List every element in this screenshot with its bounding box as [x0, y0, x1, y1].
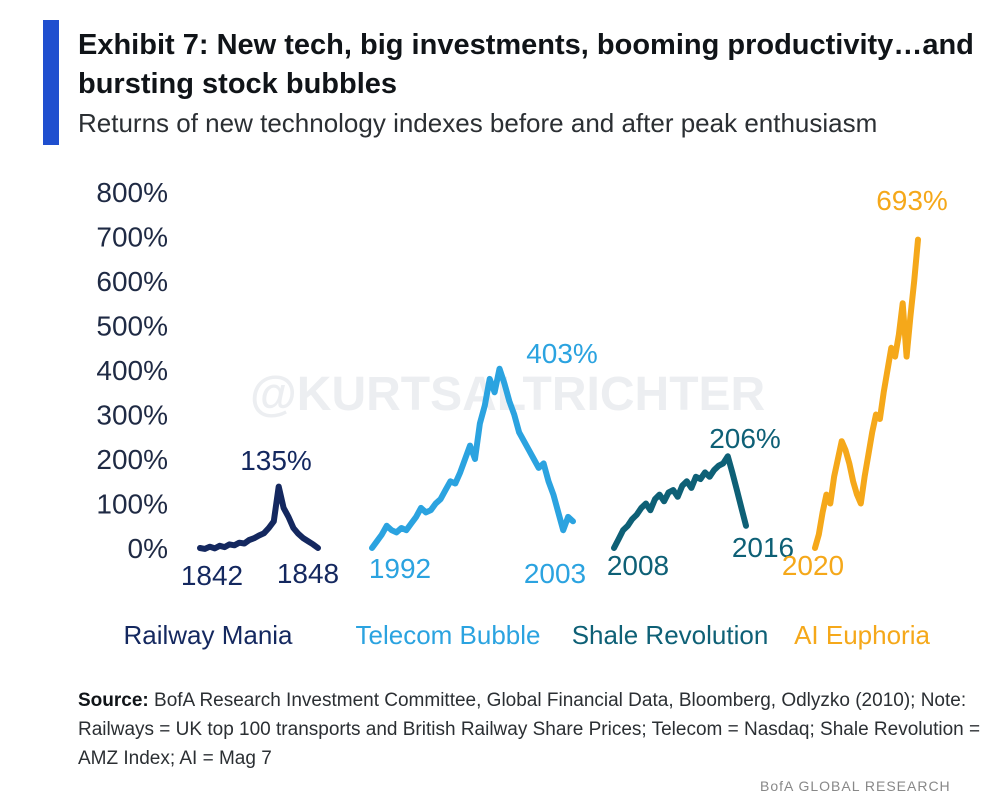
- end-year-label: 2003: [524, 558, 586, 589]
- source-text: BofA Research Investment Committee, Glob…: [78, 690, 981, 769]
- series-line-shale-revolution: [611, 453, 749, 551]
- source-label: Source:: [78, 690, 149, 711]
- series-line-ai-euphoria: [812, 236, 921, 551]
- chart-title: Exhibit 7: New tech, big investments, bo…: [78, 29, 974, 100]
- series-line-telecom-bubble: [369, 365, 576, 551]
- y-tick-label: 600%: [96, 266, 168, 297]
- start-year-label: 2008: [607, 550, 669, 581]
- start-year-label: 1842: [181, 560, 243, 591]
- peak-label: 403%: [526, 338, 598, 369]
- peak-label: 693%: [876, 185, 948, 216]
- footer-brand: BofA GLOBAL RESEARCH: [760, 778, 951, 794]
- y-tick-label: 0%: [128, 533, 168, 564]
- series-lines: [197, 236, 921, 552]
- end-year-label: 2016: [732, 532, 794, 563]
- start-year-label: 2020: [782, 550, 844, 581]
- start-year-label: 1992: [369, 553, 431, 584]
- y-tick-label: 500%: [96, 311, 168, 342]
- y-tick-label: 200%: [96, 444, 168, 475]
- y-tick-label: 400%: [96, 355, 168, 386]
- source-note: Source: BofA Research Investment Committ…: [78, 686, 988, 773]
- y-tick-label: 700%: [96, 222, 168, 253]
- chart-subtitle: Returns of new technology indexes before…: [78, 108, 878, 138]
- chart-area: @KURTSALTRICHTER 0%100%200%300%400%500%6…: [96, 177, 948, 650]
- y-tick-label: 300%: [96, 400, 168, 431]
- peak-label: 206%: [709, 423, 781, 454]
- end-year-label: 1848: [277, 558, 339, 589]
- peak-label: 135%: [240, 445, 312, 476]
- series-line-railway-mania: [197, 483, 321, 552]
- accent-bar: [43, 20, 59, 145]
- legend: Railway Mania Telecom Bubble Shale Revolut…: [123, 620, 930, 650]
- legend-ai-euphoria: AI Euphoria: [794, 620, 930, 650]
- series-labels: 1842 1848 135% 1992 2003 403% 2008 2016 206% 2020…: [181, 185, 948, 591]
- legend-telecom-bubble: Telecom Bubble: [356, 620, 541, 650]
- legend-railway-mania: Railway Mania: [123, 620, 293, 650]
- y-axis: 0% 100% 200% 300% 400% 500% 600% 700% 800%: [96, 177, 168, 564]
- legend-shale-revolution: Shale Revolution: [572, 620, 769, 650]
- y-tick-label: 100%: [96, 489, 168, 520]
- y-tick-label: 800%: [96, 177, 168, 208]
